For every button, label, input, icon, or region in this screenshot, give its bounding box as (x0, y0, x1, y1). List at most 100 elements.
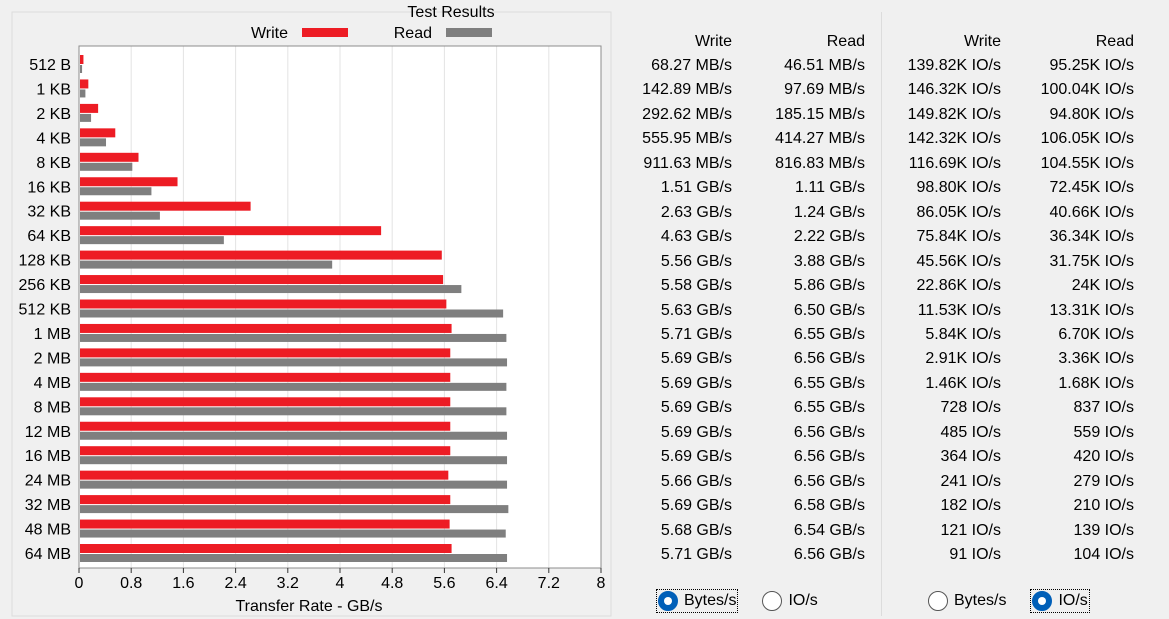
io-write-cell: 98.80K IO/s (916, 179, 1002, 197)
write-bar (80, 152, 139, 162)
x-axis-label: Transfer Rate - GB/s (236, 598, 383, 615)
io-write-cell: 86.05K IO/s (916, 203, 1002, 221)
read-bar (80, 211, 160, 220)
read-bar (80, 407, 507, 416)
write-bar (80, 103, 99, 113)
io-read-cell: 3.36K IO/s (1058, 350, 1134, 368)
category-label: 16 KB (27, 179, 71, 196)
read-bar (80, 480, 508, 489)
chart-panel-frame (11, 11, 612, 617)
write-bar (80, 201, 251, 211)
bytes-write-cell: 5.63 GB/s (660, 301, 732, 319)
io-radio-right[interactable]: IO/s (1030, 589, 1090, 613)
category-label: 8 KB (36, 155, 71, 172)
category-label: 32 KB (27, 204, 71, 221)
bytes-write-cell: 5.69 GB/s (660, 374, 732, 392)
legend-write-swatch (302, 28, 348, 37)
category-label: 32 MB (25, 497, 71, 514)
radio-indicator (762, 591, 783, 611)
write-bar (80, 250, 442, 260)
bytes-radio-left[interactable]: Bytes/s (655, 589, 739, 613)
bytes-write-cell: 5.66 GB/s (660, 472, 732, 490)
io-read-header: Read (1095, 33, 1134, 50)
write-bar (80, 275, 444, 285)
bytes-write-cell: 2.63 GB/s (660, 203, 732, 221)
bytes-write-cell: 555.95 MB/s (642, 130, 732, 148)
read-bar (80, 505, 509, 514)
bytes-read-cell: 6.55 GB/s (793, 325, 865, 343)
bytes-write-cell: 142.89 MB/s (642, 81, 732, 99)
bytes-read-cell: 414.27 MB/s (775, 130, 865, 148)
category-label: 8 MB (34, 399, 71, 416)
io-read-cell: 106.05K IO/s (1040, 130, 1134, 148)
io-read-cell: 420 IO/s (1073, 448, 1134, 466)
write-bar (80, 397, 451, 407)
bytes-read-cell: 2.22 GB/s (793, 228, 865, 246)
read-bar (80, 236, 224, 245)
bytes-read-cell: 6.56 GB/s (793, 472, 865, 490)
io-write-cell: 45.56K IO/s (916, 252, 1002, 270)
bytes-read-cell: 816.83 MB/s (775, 154, 865, 172)
io-write-cell: 91 IO/s (949, 546, 1001, 563)
bytes-read-cell: 6.50 GB/s (793, 301, 865, 319)
write-bar (80, 79, 89, 89)
legend-read-swatch (446, 28, 492, 37)
read-bar (80, 309, 504, 318)
io-write-cell: 182 IO/s (940, 497, 1001, 515)
read-bar (80, 89, 86, 98)
category-label: 12 MB (25, 424, 71, 441)
io-read-cell: 100.04K IO/s (1040, 81, 1134, 99)
bytes-read-cell: 5.86 GB/s (793, 277, 865, 295)
io-write-cell: 139.82K IO/s (907, 57, 1001, 74)
category-label: 64 KB (27, 228, 71, 245)
x-tick-label: 3.2 (277, 575, 299, 592)
read-bar (80, 554, 508, 562)
x-tick-label: 5.6 (433, 575, 455, 592)
bytes-write-cell: 5.71 GB/s (660, 546, 732, 563)
bytes-write-cell: 5.58 GB/s (660, 277, 732, 295)
bytes-write-header: Write (694, 33, 732, 50)
io-write-cell: 1.46K IO/s (925, 374, 1001, 392)
right-display-mode: Bytes/s IO/s (928, 588, 1114, 614)
read-bar (80, 113, 92, 122)
io-write-cell: 75.84K IO/s (916, 228, 1002, 246)
read-bar (80, 358, 508, 367)
write-bar (80, 519, 450, 529)
bytes-write-cell: 5.69 GB/s (660, 399, 732, 417)
write-bar (80, 348, 451, 358)
io-read-cell: 139 IO/s (1073, 521, 1134, 539)
io-write-cell: 146.32K IO/s (907, 81, 1001, 99)
x-tick-label: 0.8 (120, 575, 142, 592)
bytes-read-cell: 97.69 MB/s (784, 81, 865, 99)
io-write-cell: 2.91K IO/s (925, 350, 1001, 368)
bytes-read-cell: 6.58 GB/s (793, 497, 865, 515)
bytes-read-cell: 6.54 GB/s (793, 521, 865, 539)
io-write-cell: 5.84K IO/s (925, 325, 1001, 343)
bytes-write-cell: 1.51 GB/s (660, 179, 732, 197)
bytes-write-cell: 5.69 GB/s (660, 448, 732, 466)
x-tick-label: 7.2 (538, 575, 560, 592)
category-label: 4 MB (34, 375, 71, 392)
category-label: 1 KB (36, 81, 71, 98)
bytes-write-cell: 5.68 GB/s (660, 521, 732, 539)
bytes-write-cell: 5.69 GB/s (660, 497, 732, 515)
io-read-cell: 72.45K IO/s (1049, 179, 1135, 197)
bytes-read-header: Read (826, 33, 865, 50)
io-write-cell: 142.32K IO/s (907, 130, 1001, 148)
radio-label: IO/s (788, 592, 818, 609)
category-label: 128 KB (19, 253, 71, 270)
bytes-write-cell: 5.71 GB/s (660, 325, 732, 343)
bytes-radio-right[interactable]: Bytes/s (928, 591, 1006, 611)
bytes-write-cell: 911.63 MB/s (643, 154, 732, 172)
category-label: 64 MB (25, 546, 71, 563)
x-tick-label: 4.8 (381, 575, 403, 592)
io-radio-left[interactable]: IO/s (762, 591, 818, 611)
io-read-cell: 837 IO/s (1073, 399, 1134, 417)
io-write-cell: 121 IO/s (940, 521, 1001, 539)
radio-indicator (928, 591, 948, 611)
read-bar (80, 260, 333, 269)
panel-divider (881, 12, 882, 616)
io-read-cell: 40.66K IO/s (1049, 203, 1135, 221)
x-tick-label: 6.4 (485, 575, 507, 592)
bytes-write-cell: 292.62 MB/s (642, 105, 732, 123)
